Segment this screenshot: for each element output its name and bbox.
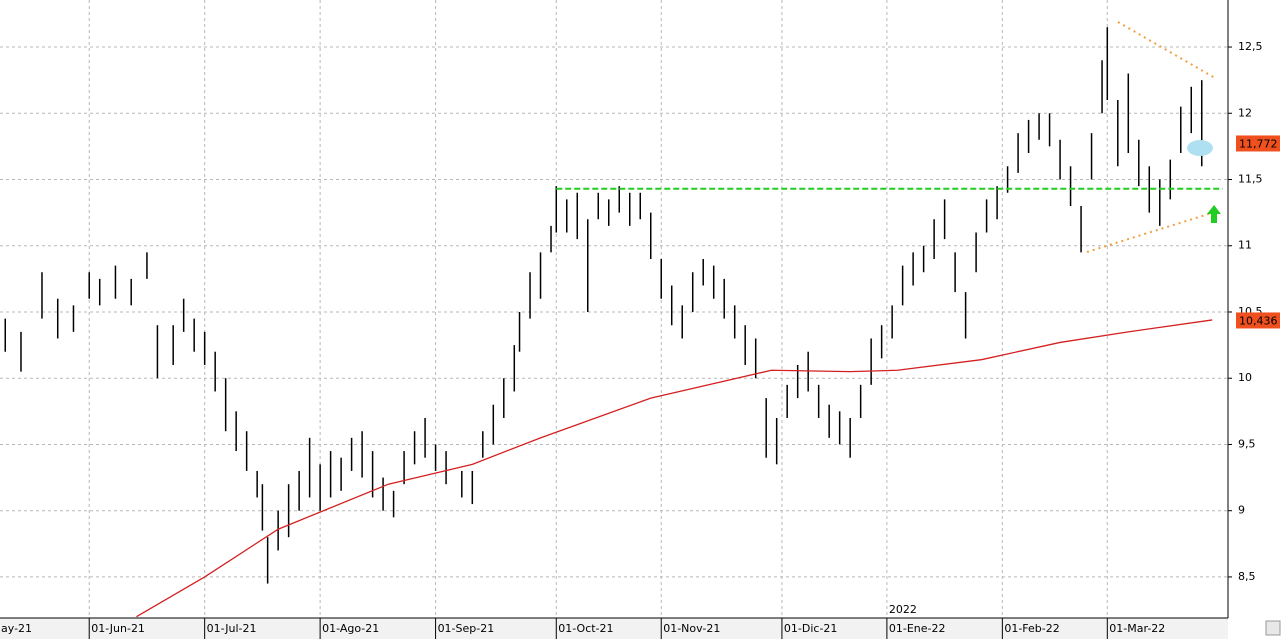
y-tick-label: 11	[1238, 239, 1252, 252]
price-tag-label: 11,772	[1239, 137, 1278, 150]
plot-area	[4, 27, 1223, 618]
y-tick-label: 9	[1238, 504, 1245, 517]
trend-line-lower	[1086, 211, 1216, 253]
x-tick-label: 01-Oct-21	[558, 622, 613, 635]
x-tick-label: 01-Nov-21	[663, 622, 720, 635]
x-axis-band	[0, 618, 1228, 639]
x-tick-label: 01-Sep-21	[438, 622, 495, 635]
x-tick-label: 01-Jun-21	[91, 622, 145, 635]
price-tag	[1236, 135, 1280, 152]
x-tick-label: 01-Ene-22	[889, 622, 946, 635]
x-tick-label: May-21	[0, 622, 32, 635]
axes: 8,599,51010,51111,51212,5May-2101-Jun-21…	[0, 40, 1280, 639]
price-tag-label: 10,436	[1239, 314, 1278, 327]
y-tick-label: 8,5	[1238, 570, 1256, 583]
x-tick-label: 01-Mar-22	[1109, 622, 1165, 635]
x-tick-label: 01-Feb-22	[1004, 622, 1059, 635]
x-tick-label: 01-Ago-21	[322, 622, 379, 635]
x-tick-label: 01-Jul-21	[207, 622, 257, 635]
grid	[0, 0, 1228, 618]
y-tick-label: 12	[1238, 106, 1252, 119]
moving-average	[136, 319, 1213, 618]
y-tick-label: 11,5	[1238, 173, 1263, 186]
corner-icon	[1265, 620, 1281, 636]
trend-line-upper	[1117, 21, 1216, 79]
x-tick-label: 01-Dic-21	[784, 622, 838, 635]
year-label: 2022	[889, 603, 917, 616]
highlight-ellipse	[1187, 140, 1213, 156]
y-tick-label: 9,5	[1238, 437, 1256, 450]
y-tick-label: 10	[1238, 371, 1252, 384]
price-tag	[1236, 312, 1280, 329]
y-tick-label: 12,5	[1238, 40, 1263, 53]
up-arrow	[1207, 205, 1221, 223]
